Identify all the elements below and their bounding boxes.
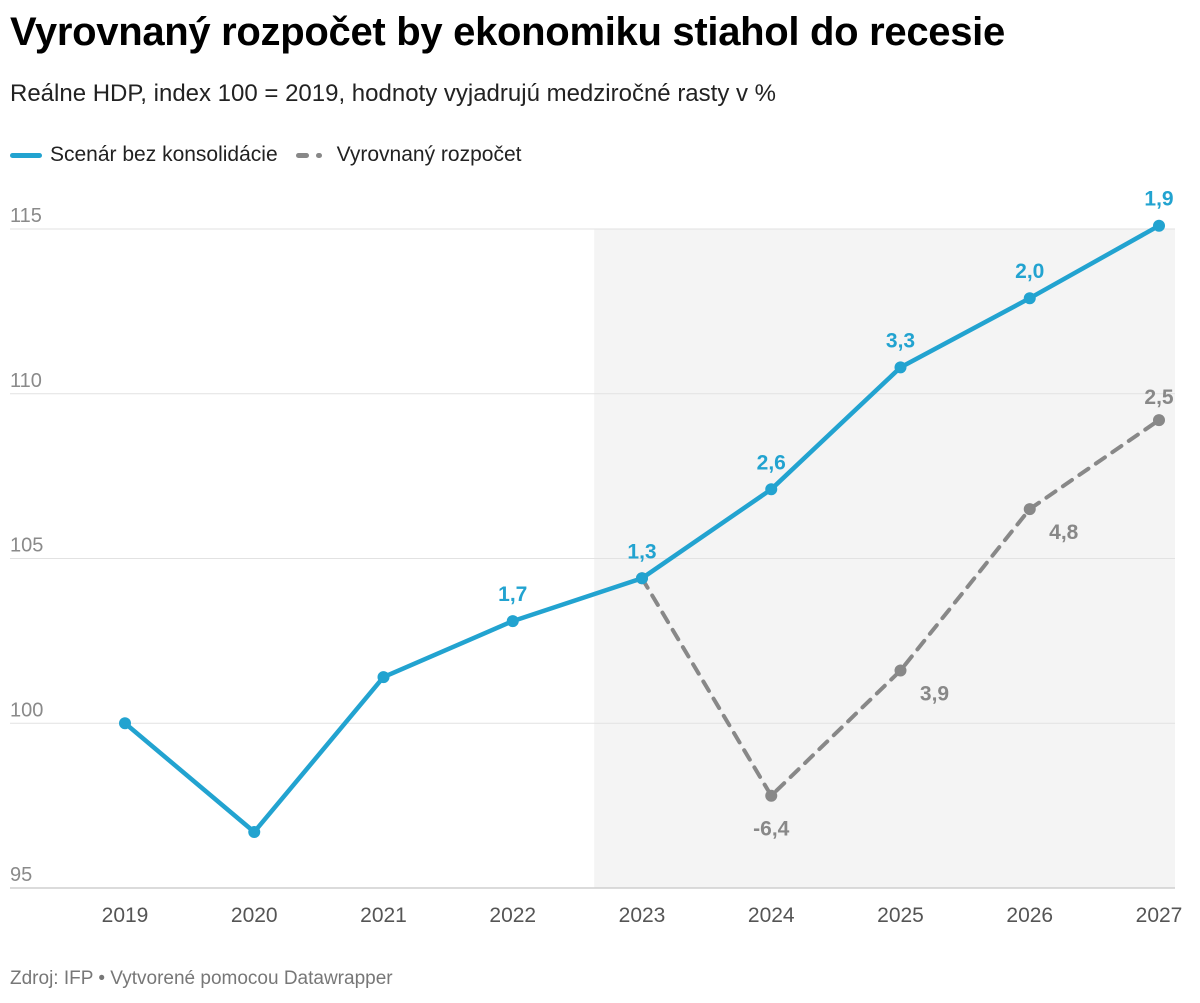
x-tick-label: 2024 <box>748 904 795 927</box>
y-tick-label: 115 <box>10 205 42 227</box>
data-label: 1,9 <box>1144 190 1173 211</box>
x-tick-label: 2026 <box>1006 904 1053 927</box>
data-point <box>765 483 778 496</box>
data-point <box>894 664 907 677</box>
data-label: 1,3 <box>627 540 656 563</box>
data-point <box>377 671 390 684</box>
data-label: 3,3 <box>886 329 915 352</box>
chart-title: Vyrovnaný rozpočet by ekonomiku stiahol … <box>10 10 1005 54</box>
x-tick-label: 2021 <box>360 904 407 927</box>
data-label: 1,7 <box>498 583 527 606</box>
x-tick-label: 2023 <box>619 904 666 927</box>
data-point <box>636 572 648 585</box>
legend: Scenár bez konsolidácie Vyrovnaný rozpoč… <box>10 141 539 169</box>
data-point <box>765 789 778 802</box>
x-tick-label: 2027 <box>1136 904 1183 927</box>
x-tick-label: 2020 <box>231 904 278 927</box>
legend-swatch-dashed <box>295 152 329 158</box>
data-point <box>1153 219 1165 232</box>
data-label: 3,9 <box>920 683 949 706</box>
data-point <box>119 717 131 730</box>
data-point <box>1023 503 1036 516</box>
x-tick-label: 2022 <box>489 904 536 927</box>
y-tick-label: 100 <box>10 699 43 721</box>
legend-label-baseline: Scenár bez konsolidácie <box>50 143 278 166</box>
y-tick-label: 105 <box>10 535 43 557</box>
data-point <box>1023 292 1036 305</box>
data-label: 2,6 <box>757 451 786 474</box>
y-tick-label: 95 <box>10 864 32 886</box>
data-point <box>1153 414 1165 427</box>
data-label: -6,4 <box>753 818 790 841</box>
legend-item-balanced: Vyrovnaný rozpočet <box>295 143 522 167</box>
legend-swatch-solid <box>10 152 42 158</box>
y-tick-label: 110 <box>10 370 42 392</box>
data-label: 2,5 <box>1144 386 1174 409</box>
data-point <box>248 825 261 838</box>
x-tick-label: 2019 <box>102 904 149 927</box>
x-tick-label: 2025 <box>877 904 924 927</box>
data-point <box>506 615 519 628</box>
data-point <box>894 361 907 374</box>
data-label: 2,0 <box>1015 260 1044 283</box>
legend-label-balanced: Vyrovnaný rozpočet <box>336 143 522 166</box>
legend-item-baseline: Scenár bez konsolidácie <box>10 143 278 167</box>
line-chart: 95 100 105 110 115 2019 2020 2021 2022 2023 2024 20… <box>10 190 1183 927</box>
source-note: Zdroj: IFP • Vytvorené pomocou Datawrapp… <box>10 968 393 989</box>
data-label: 4,8 <box>1049 521 1079 544</box>
chart-subtitle: Reálne HDP, index 100 = 2019, hodnoty vy… <box>10 80 776 107</box>
